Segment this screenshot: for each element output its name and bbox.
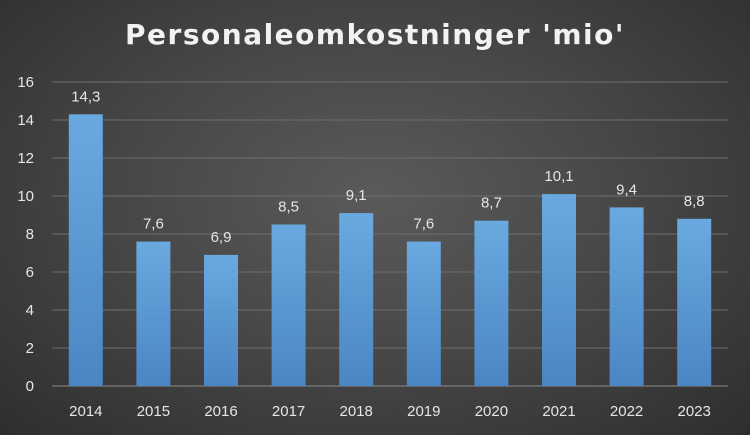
x-tick-label: 2017 — [272, 403, 305, 420]
x-tick-label: 2018 — [340, 403, 373, 420]
x-tick-label: 2014 — [69, 403, 102, 420]
y-tick-label: 4 — [26, 302, 34, 319]
labels: 0 2 4 6 8 10 12 14 16 14,3 2014 7,6 2015 6,9 2016 8,5 20… — [17, 74, 711, 420]
data-label: 7,6 — [413, 216, 434, 233]
bars — [68, 114, 712, 387]
data-label: 9,1 — [346, 187, 367, 204]
y-tick-label: 10 — [17, 188, 34, 205]
bar — [542, 194, 576, 386]
data-label: 8,8 — [684, 193, 705, 210]
bar — [406, 241, 441, 386]
bar — [271, 224, 306, 386]
y-tick-label: 16 — [17, 74, 34, 91]
data-label: 8,7 — [481, 195, 502, 212]
y-tick-label: 8 — [26, 226, 34, 243]
data-label: 6,9 — [211, 229, 232, 246]
bar — [339, 213, 374, 386]
y-tick-label: 6 — [26, 264, 34, 281]
x-tick-label: 2023 — [678, 403, 711, 420]
y-tick-label: 12 — [17, 150, 34, 167]
bar — [204, 254, 238, 386]
y-tick-label: 2 — [26, 340, 34, 357]
bar — [609, 207, 644, 386]
x-tick-label: 2016 — [204, 403, 237, 420]
bar — [136, 241, 171, 386]
x-tick-label: 2022 — [610, 403, 643, 420]
data-label: 7,6 — [143, 216, 164, 233]
y-tick-label: 0 — [26, 378, 34, 395]
x-tick-label: 2020 — [475, 403, 508, 420]
y-tick-label: 14 — [17, 112, 34, 129]
bar — [677, 218, 712, 386]
data-label: 9,4 — [616, 181, 637, 198]
data-label: 14,3 — [71, 88, 100, 105]
chart-title: Personaleomkostninger 'mio' — [125, 18, 625, 51]
bar — [474, 220, 509, 386]
x-tick-label: 2015 — [137, 403, 170, 420]
x-tick-label: 2019 — [407, 403, 440, 420]
bar — [68, 114, 103, 387]
data-label: 8,5 — [278, 199, 299, 216]
x-tick-label: 2021 — [542, 403, 575, 420]
data-label: 10,1 — [544, 168, 573, 185]
